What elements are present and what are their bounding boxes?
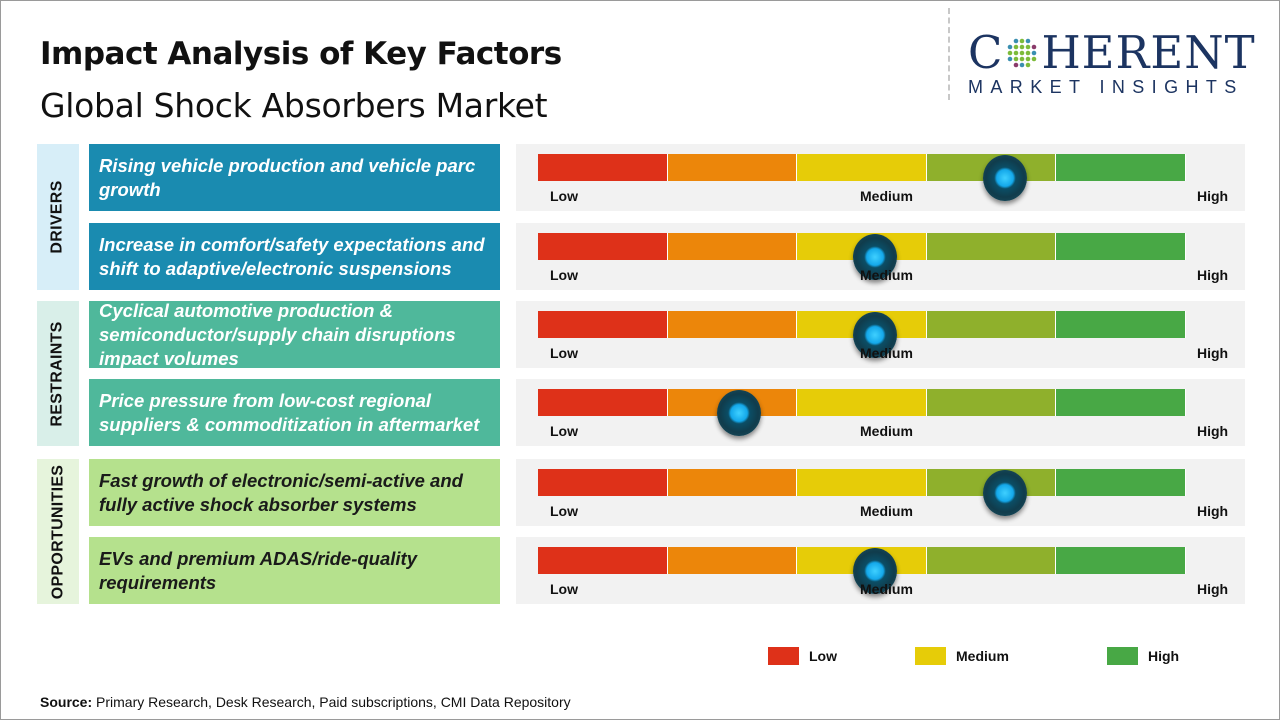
- scale-label-high: High: [1197, 188, 1229, 204]
- scale-label-medium: Medium: [860, 503, 913, 519]
- gauge-segment: [538, 469, 668, 496]
- scale-label-low: Low: [550, 581, 578, 597]
- gauge-segment: [926, 389, 1057, 416]
- legend-swatch: [1107, 647, 1138, 665]
- source-text: Primary Research, Desk Research, Paid su…: [92, 694, 571, 710]
- scale-label-low: Low: [550, 267, 578, 283]
- gauge-segment: [797, 389, 927, 416]
- impact-gauge: Low Medium High: [516, 301, 1245, 368]
- category-restraints: RESTRAINTS: [37, 301, 79, 446]
- scale-label-low: Low: [550, 503, 578, 519]
- gauge-segment: [1056, 154, 1186, 181]
- gauge-segment: [1056, 233, 1186, 260]
- impact-gauge: Low Medium High: [516, 144, 1245, 211]
- scale-label-high: High: [1197, 503, 1229, 519]
- factor-label: Increase in comfort/safety expectations …: [89, 223, 500, 290]
- gauge-segment: [1056, 469, 1186, 496]
- logo-letter: C: [968, 26, 1004, 79]
- factor-label: Fast growth of electronic/semi-active an…: [89, 459, 500, 526]
- impact-indicator-knob: [852, 234, 897, 280]
- gauge-segment: [926, 233, 1057, 260]
- gauge-bar: [538, 233, 1186, 280]
- source-note: Source: Primary Research, Desk Research,…: [40, 694, 571, 710]
- impact-indicator-knob: [982, 155, 1027, 201]
- factor-label: EVs and premium ADAS/ride-quality requir…: [89, 537, 500, 604]
- impact-gauge: Low Medium High: [516, 537, 1245, 604]
- scale-label-high: High: [1197, 345, 1229, 361]
- source-label: Source:: [40, 694, 93, 710]
- gauge-segment: [538, 311, 668, 338]
- category-label: OPPORTUNITIES: [49, 464, 66, 599]
- factor-label: Cyclical automotive production & semicon…: [89, 300, 500, 369]
- scale-label-medium: Medium: [860, 267, 913, 283]
- gauge-segment: [1056, 389, 1186, 416]
- scale-label-medium: Medium: [860, 345, 913, 361]
- gauge-bar: [538, 311, 1186, 358]
- factor-label: Rising vehicle production and vehicle pa…: [89, 144, 500, 211]
- gauge-segment: [538, 233, 668, 260]
- globe-icon: [1008, 38, 1037, 68]
- legend-swatch: [915, 647, 946, 665]
- impact-gauge: Low Medium High: [516, 459, 1245, 526]
- category-label: RESTRAINTS: [49, 320, 67, 427]
- scale-label-high: High: [1197, 267, 1229, 283]
- legend-label: High: [1148, 648, 1180, 664]
- impact-indicator-knob: [852, 548, 897, 594]
- gauge-segment: [667, 547, 798, 574]
- logo-word: HERENT: [1041, 26, 1256, 79]
- gauge-segment: [538, 154, 668, 181]
- gauge-bar: [538, 547, 1186, 594]
- divider: [948, 8, 950, 100]
- category-drivers: DRIVERS: [37, 144, 79, 290]
- gauge-segment: [667, 233, 798, 260]
- gauge-segment: [926, 547, 1057, 574]
- scale-label-low: Low: [550, 188, 578, 204]
- category-opportunities: OPPORTUNITIES: [37, 459, 79, 604]
- scale-label-medium: Medium: [860, 423, 913, 439]
- legend-swatch: [768, 647, 799, 665]
- impact-indicator-knob: [716, 390, 761, 436]
- impact-gauge: Low Medium High: [516, 379, 1245, 446]
- coherent-logo: C HERENT MARKET INSIGHTS: [968, 30, 1260, 98]
- legend-label: Low: [809, 648, 837, 664]
- impact-indicator-knob: [852, 312, 897, 358]
- legend-label: Medium: [956, 648, 1009, 664]
- impact-indicator-knob: [982, 470, 1027, 516]
- scale-label-low: Low: [550, 345, 578, 361]
- gauge-bar: [538, 469, 1186, 516]
- page-title: Impact Analysis of Key Factors: [40, 36, 562, 72]
- gauge-segment: [667, 469, 798, 496]
- page-subtitle: Global Shock Absorbers Market: [40, 86, 548, 125]
- scale-label-low: Low: [550, 423, 578, 439]
- category-label: DRIVERS: [49, 180, 67, 254]
- scale-label-medium: Medium: [860, 188, 913, 204]
- logo-subtitle: MARKET INSIGHTS: [968, 77, 1244, 97]
- impact-gauge: Low Medium High: [516, 223, 1245, 290]
- logo-wordmark: C HERENT: [968, 30, 1260, 76]
- gauge-segment: [538, 389, 668, 416]
- gauge-segment: [926, 311, 1057, 338]
- gauge-bar: [538, 154, 1186, 201]
- scale-label-medium: Medium: [860, 581, 913, 597]
- gauge-segment: [667, 311, 798, 338]
- factor-label: Price pressure from low-cost regional su…: [89, 379, 500, 446]
- gauge-segment: [797, 154, 927, 181]
- scale-label-high: High: [1197, 581, 1229, 597]
- gauge-segment: [538, 547, 668, 574]
- gauge-segment: [1056, 311, 1186, 338]
- gauge-segment: [797, 469, 927, 496]
- gauge-bar: [538, 389, 1186, 436]
- scale-label-high: High: [1197, 423, 1229, 439]
- gauge-segment: [667, 154, 798, 181]
- gauge-segment: [1056, 547, 1186, 574]
